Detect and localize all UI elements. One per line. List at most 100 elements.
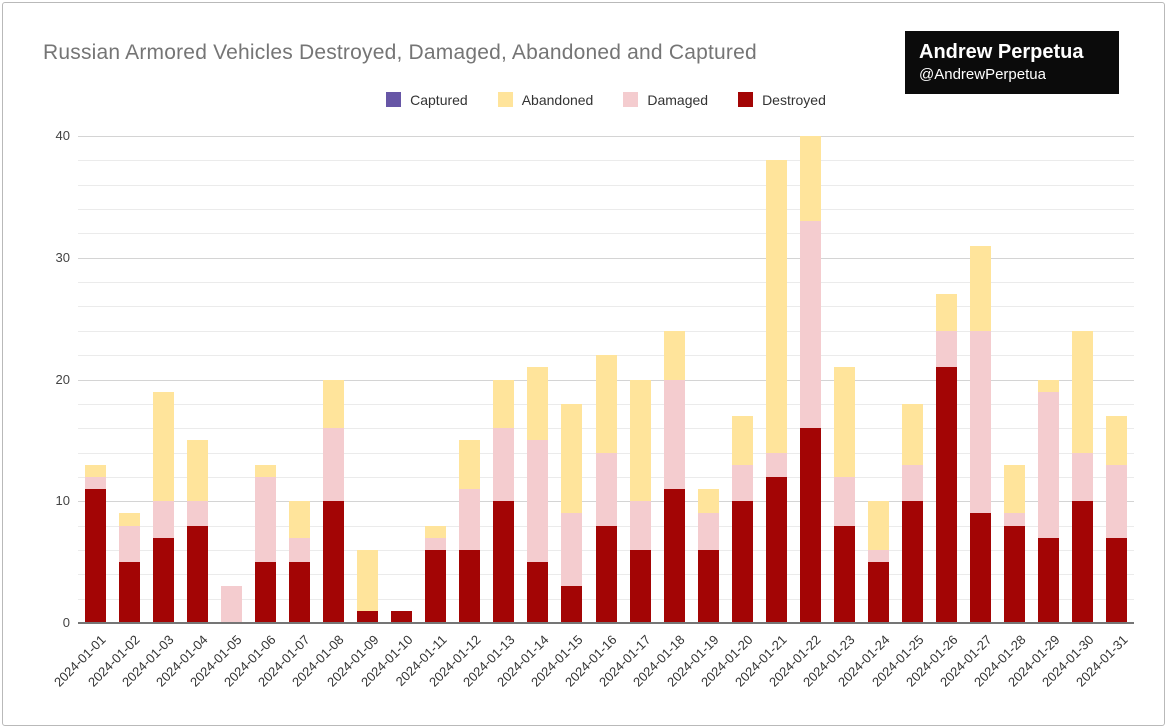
bar-segment-destroyed-2024-01-22[interactable] xyxy=(799,428,821,623)
bar-segment-abandoned-2024-01-18[interactable] xyxy=(663,330,685,380)
legend-item-destroyed: Destroyed xyxy=(738,92,826,108)
bar-segment-abandoned-2024-01-27[interactable] xyxy=(970,245,992,331)
legend-label-destroyed: Destroyed xyxy=(762,91,826,108)
bar-segment-destroyed-2024-01-03[interactable] xyxy=(152,537,174,623)
bar-segment-destroyed-2024-01-13[interactable] xyxy=(493,501,515,623)
bar-segment-destroyed-2024-01-30[interactable] xyxy=(1072,501,1094,623)
bar-segment-destroyed-2024-01-20[interactable] xyxy=(731,501,753,623)
bar-segment-damaged-2024-01-14[interactable] xyxy=(527,440,549,563)
bar-segment-abandoned-2024-01-20[interactable] xyxy=(731,416,753,465)
legend-swatch-damaged xyxy=(623,92,639,107)
bar-segment-damaged-2024-01-31[interactable] xyxy=(1106,464,1128,538)
bar-segment-damaged-2024-01-26[interactable] xyxy=(936,330,958,368)
bar-segment-destroyed-2024-01-07[interactable] xyxy=(288,562,310,623)
bar-segment-abandoned-2024-01-09[interactable] xyxy=(357,549,379,611)
gridline-major-40 xyxy=(78,136,1134,137)
bar-segment-destroyed-2024-01-14[interactable] xyxy=(527,562,549,623)
bar-segment-abandoned-2024-01-07[interactable] xyxy=(288,501,310,538)
legend-swatch-abandoned xyxy=(497,92,513,107)
bar-segment-damaged-2024-01-12[interactable] xyxy=(459,489,481,550)
bar-segment-abandoned-2024-01-25[interactable] xyxy=(902,403,924,465)
bar-segment-damaged-2024-01-11[interactable] xyxy=(425,537,447,550)
bar-segment-damaged-2024-01-23[interactable] xyxy=(833,476,855,526)
bar-segment-abandoned-2024-01-22[interactable] xyxy=(799,136,821,222)
attribution-badge: Andrew Perpetua @AndrewPerpetua xyxy=(905,31,1119,94)
bar-segment-destroyed-2024-01-01[interactable] xyxy=(84,489,106,623)
bar-segment-abandoned-2024-01-28[interactable] xyxy=(1004,464,1026,514)
bar-segment-destroyed-2024-01-29[interactable] xyxy=(1038,537,1060,623)
bar-segment-abandoned-2024-01-06[interactable] xyxy=(254,464,276,477)
bar-segment-abandoned-2024-01-11[interactable] xyxy=(425,525,447,538)
bar-segment-destroyed-2024-01-27[interactable] xyxy=(970,513,992,623)
bar-segment-damaged-2024-01-05[interactable] xyxy=(220,586,242,623)
bar-segment-damaged-2024-01-04[interactable] xyxy=(186,501,208,526)
bar-segment-abandoned-2024-01-24[interactable] xyxy=(868,501,890,550)
bar-segment-destroyed-2024-01-04[interactable] xyxy=(186,525,208,623)
bar-segment-abandoned-2024-01-01[interactable] xyxy=(84,464,106,477)
bar-segment-abandoned-2024-01-26[interactable] xyxy=(936,294,958,331)
bar-segment-damaged-2024-01-02[interactable] xyxy=(118,525,140,563)
bar-segment-abandoned-2024-01-30[interactable] xyxy=(1072,330,1094,453)
bar-segment-destroyed-2024-01-19[interactable] xyxy=(697,549,719,623)
bar-segment-damaged-2024-01-17[interactable] xyxy=(629,501,651,550)
bar-segment-destroyed-2024-01-09[interactable] xyxy=(357,610,379,623)
bar-segment-destroyed-2024-01-11[interactable] xyxy=(425,549,447,623)
bar-segment-abandoned-2024-01-19[interactable] xyxy=(697,489,719,514)
bar-segment-destroyed-2024-01-24[interactable] xyxy=(868,562,890,623)
bar-segment-damaged-2024-01-03[interactable] xyxy=(152,501,174,538)
bar-segment-destroyed-2024-01-02[interactable] xyxy=(118,562,140,623)
legend-label-damaged: Damaged xyxy=(647,91,709,108)
bar-segment-destroyed-2024-01-21[interactable] xyxy=(765,476,787,623)
bar-segment-abandoned-2024-01-17[interactable] xyxy=(629,379,651,502)
bar-segment-damaged-2024-01-28[interactable] xyxy=(1004,513,1026,526)
bar-segment-damaged-2024-01-08[interactable] xyxy=(322,428,344,502)
bar-segment-abandoned-2024-01-12[interactable] xyxy=(459,440,481,490)
bar-segment-damaged-2024-01-18[interactable] xyxy=(663,379,685,490)
bar-segment-destroyed-2024-01-18[interactable] xyxy=(663,489,685,623)
bar-segment-destroyed-2024-01-15[interactable] xyxy=(561,586,583,623)
bar-segment-damaged-2024-01-21[interactable] xyxy=(765,452,787,477)
bar-segment-destroyed-2024-01-31[interactable] xyxy=(1106,537,1128,623)
bar-segment-destroyed-2024-01-12[interactable] xyxy=(459,549,481,623)
bar-segment-destroyed-2024-01-06[interactable] xyxy=(254,562,276,623)
bar-segment-damaged-2024-01-24[interactable] xyxy=(868,549,890,563)
bar-segment-damaged-2024-01-22[interactable] xyxy=(799,221,821,429)
bar-segment-abandoned-2024-01-23[interactable] xyxy=(833,367,855,477)
bar-segment-damaged-2024-01-01[interactable] xyxy=(84,476,106,490)
bar-segment-abandoned-2024-01-13[interactable] xyxy=(493,379,515,429)
bar-segment-abandoned-2024-01-04[interactable] xyxy=(186,440,208,502)
bar-segment-abandoned-2024-01-02[interactable] xyxy=(118,513,140,526)
bar-segment-damaged-2024-01-16[interactable] xyxy=(595,452,617,526)
bar-segment-destroyed-2024-01-16[interactable] xyxy=(595,525,617,623)
bar-segment-abandoned-2024-01-29[interactable] xyxy=(1038,379,1060,392)
bar-segment-destroyed-2024-01-17[interactable] xyxy=(629,549,651,623)
chart-title: Russian Armored Vehicles Destroyed, Dama… xyxy=(43,41,757,64)
legend-swatch-captured xyxy=(386,92,402,107)
bar-segment-destroyed-2024-01-08[interactable] xyxy=(322,501,344,623)
legend-item-damaged: Damaged xyxy=(623,92,708,108)
bar-segment-damaged-2024-01-30[interactable] xyxy=(1072,452,1094,502)
bar-segment-destroyed-2024-01-28[interactable] xyxy=(1004,525,1026,623)
bar-segment-abandoned-2024-01-08[interactable] xyxy=(322,379,344,429)
bar-segment-destroyed-2024-01-23[interactable] xyxy=(833,525,855,623)
chart-legend: Captured Abandoned Damaged Destroyed xyxy=(78,91,1134,108)
bar-segment-damaged-2024-01-06[interactable] xyxy=(254,476,276,563)
bar-segment-abandoned-2024-01-31[interactable] xyxy=(1106,416,1128,465)
bar-segment-destroyed-2024-01-26[interactable] xyxy=(936,367,958,623)
bar-segment-damaged-2024-01-27[interactable] xyxy=(970,330,992,514)
bar-segment-damaged-2024-01-07[interactable] xyxy=(288,537,310,563)
bar-segment-abandoned-2024-01-21[interactable] xyxy=(765,160,787,453)
bar-segment-damaged-2024-01-20[interactable] xyxy=(731,464,753,502)
bar-segment-abandoned-2024-01-16[interactable] xyxy=(595,355,617,453)
bar-segment-destroyed-2024-01-25[interactable] xyxy=(902,501,924,623)
bar-segment-abandoned-2024-01-14[interactable] xyxy=(527,367,549,441)
bar-segment-damaged-2024-01-13[interactable] xyxy=(493,428,515,502)
gridline-minor-28 xyxy=(78,282,1134,284)
bar-segment-damaged-2024-01-25[interactable] xyxy=(902,464,924,502)
bar-segment-abandoned-2024-01-03[interactable] xyxy=(152,391,174,502)
bar-segment-abandoned-2024-01-15[interactable] xyxy=(561,403,583,514)
bar-segment-damaged-2024-01-15[interactable] xyxy=(561,513,583,587)
bar-segment-damaged-2024-01-29[interactable] xyxy=(1038,391,1060,538)
bar-segment-damaged-2024-01-19[interactable] xyxy=(697,513,719,550)
bar-segment-destroyed-2024-01-10[interactable] xyxy=(391,610,413,623)
